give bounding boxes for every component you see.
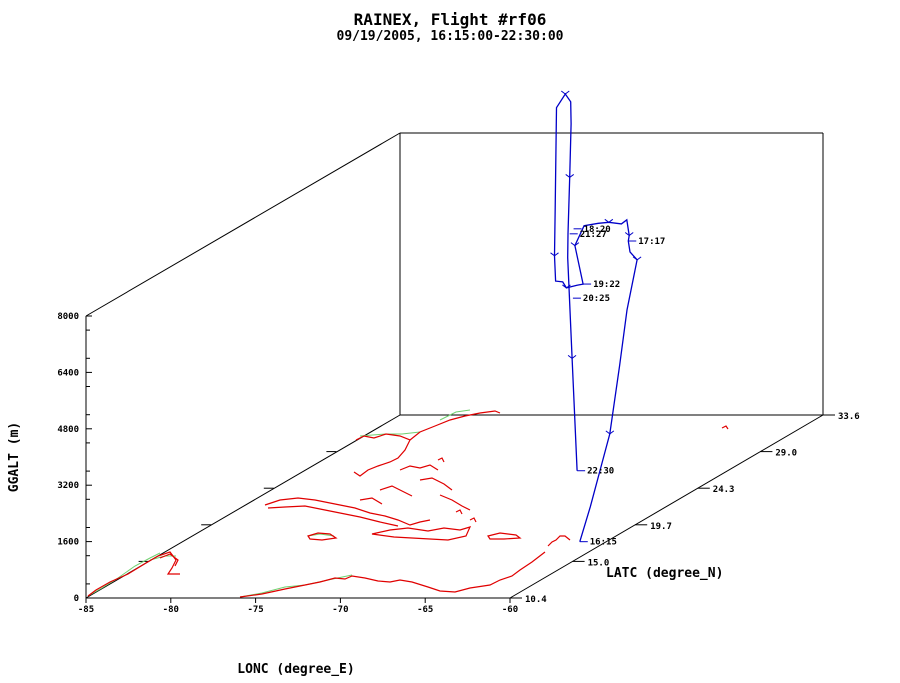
time-label: 21:27: [580, 230, 607, 240]
z-tick-label: 6400: [57, 368, 79, 378]
y-tick-label: 15.0: [588, 558, 610, 568]
z-tick-label: 1600: [57, 538, 79, 548]
coastline-bermuda: [721, 425, 729, 430]
x-axis-label: LONC (degree_E): [237, 662, 354, 677]
x-tick-label: -65: [417, 605, 433, 615]
z-axis-label: GGALT (m): [7, 422, 22, 492]
track-direction-mark: [570, 242, 580, 247]
z-tick-label: 0: [74, 594, 79, 604]
border-line: [359, 431, 421, 437]
time-label: 18:20: [584, 225, 611, 235]
coastline-south-america: [239, 551, 546, 598]
coastline-us-east: [409, 410, 501, 441]
track-direction-mark: [605, 430, 615, 435]
x-tick-label: -80: [163, 605, 179, 615]
coastline-cay-b: [455, 509, 463, 515]
coastline-bahamas-d: [379, 485, 413, 497]
coastline-hispaniola: [371, 526, 472, 541]
box-frame: [85, 132, 824, 599]
coastline-yucatan: [159, 553, 179, 567]
x-tick-label: -85: [78, 605, 94, 615]
track-direction-mark: [567, 354, 577, 359]
coastline-lesser-antilles: [547, 535, 571, 547]
track-direction-mark: [632, 256, 642, 261]
coastline-bahamas-c: [439, 494, 471, 511]
time-label: 20:25: [583, 294, 610, 304]
coastline-bahamas-a: [399, 464, 439, 471]
coastline-bahamas-b: [419, 477, 453, 491]
x-tick-label: -70: [332, 605, 348, 615]
border-line: [87, 552, 161, 597]
y-tick-label: 19.7: [650, 522, 672, 532]
track-direction-mark: [562, 284, 571, 289]
track-direction-mark: [624, 232, 634, 237]
track-direction-mark: [560, 90, 570, 95]
x-tick-label: -60: [502, 605, 518, 615]
y-axis-label: LATC (degree_N): [606, 566, 723, 581]
coastline-cay-c: [437, 457, 445, 463]
chart-subtitle: 09/19/2005, 16:15:00-22:30:00: [337, 29, 564, 44]
coastline-central-america: [87, 551, 180, 597]
top-left-edge: [85, 132, 401, 317]
y-tick-label: 33.6: [838, 412, 860, 422]
y-axis-line: [509, 414, 824, 599]
z-tick-label: 3200: [57, 481, 79, 491]
border-line: [439, 409, 471, 421]
coastline-cay-a: [469, 517, 477, 523]
time-labels-layer: 16:15 17:17 18:20 19:22 20:25 21:27 22:30: [569, 225, 665, 548]
track-direction-mark: [565, 174, 575, 179]
axis-ticks: -85 -80 -75 -70 -65 -60 10.4 15.0 19.7 24.3 29.0 33…: [57, 312, 859, 615]
track-direction-mark: [604, 218, 614, 223]
time-label: 19:22: [593, 280, 620, 290]
time-label: 16:15: [590, 538, 617, 548]
x-tick-label: -75: [247, 605, 263, 615]
map-coastline: [87, 410, 729, 598]
y-tick-label: 29.0: [775, 449, 797, 459]
y-tick-label: 24.3: [713, 485, 735, 495]
coastline-puerto-rico: [487, 532, 522, 540]
coastline-florida: [353, 433, 411, 477]
coastline-cuba-south: [267, 505, 399, 527]
y-tick-label: 10.4: [525, 595, 547, 605]
chart-title: RAINEX, Flight #rf06: [354, 10, 547, 29]
time-label: 22:30: [587, 467, 614, 477]
coastline-bahamas-e: [359, 497, 383, 505]
time-label: 17:17: [638, 237, 665, 247]
track-direction-mark: [550, 252, 559, 257]
coastline-cuba: [264, 497, 431, 526]
coastline-jamaica: [307, 532, 338, 541]
z-tick-label: 4800: [57, 425, 79, 435]
z-tick-label: 8000: [57, 312, 79, 322]
